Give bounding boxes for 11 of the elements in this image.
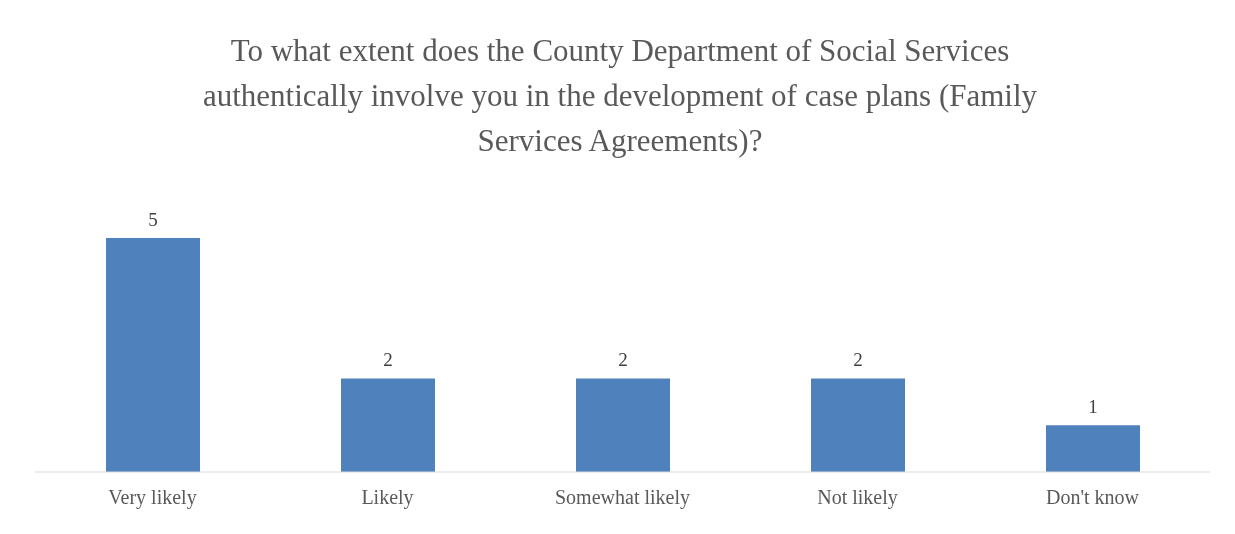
- data-label: 1: [1088, 396, 1098, 418]
- x-tick-label: Very likely: [108, 486, 197, 510]
- data-label: 2: [383, 349, 393, 371]
- x-tick-label: Somewhat likely: [555, 486, 690, 510]
- chart-title: To what extent does the County Department of Social Services authentically involve you in the development of case plans (Family Services Agreements)?: [201, 32, 1039, 160]
- x-tick-label: Not likely: [817, 486, 898, 510]
- data-label: 5: [148, 209, 158, 230]
- data-label: 2: [853, 349, 863, 371]
- x-tick-label: Likely: [361, 486, 414, 510]
- x-tick-label: Don't know: [1045, 486, 1140, 509]
- data-label: 2: [618, 349, 628, 371]
